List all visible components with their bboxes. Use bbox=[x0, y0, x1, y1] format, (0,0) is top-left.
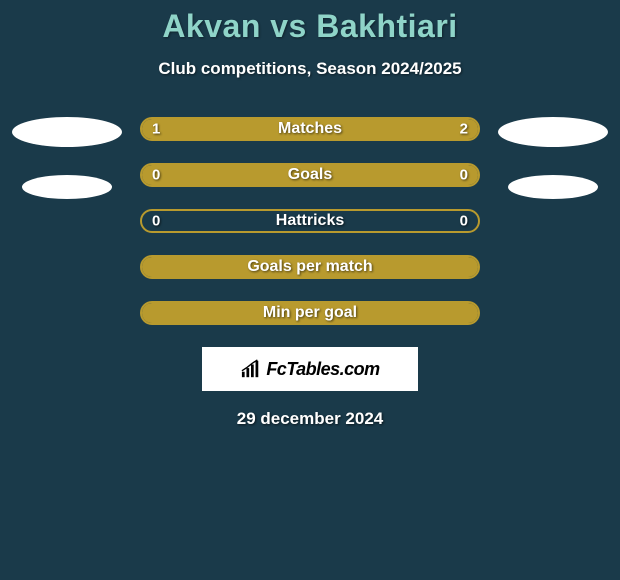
left-player-avatar bbox=[12, 117, 122, 147]
stat-label: Hattricks bbox=[276, 212, 344, 230]
left-player-badge bbox=[22, 175, 112, 199]
stat-value-right: 0 bbox=[460, 213, 468, 230]
stat-label: Min per goal bbox=[263, 304, 357, 322]
logo-text: FcTables.com bbox=[266, 359, 379, 380]
stat-label: Matches bbox=[278, 120, 342, 138]
right-player-avatar bbox=[498, 117, 608, 147]
stat-bar-matches: 1 Matches 2 bbox=[140, 117, 480, 141]
comparison-infographic: Akvan vs Bakhtiari Club competitions, Se… bbox=[0, 0, 620, 429]
stat-bar-goals: 0 Goals 0 bbox=[140, 163, 480, 187]
stat-value-right: 0 bbox=[460, 167, 468, 184]
left-player-col bbox=[12, 117, 122, 199]
right-player-col bbox=[498, 117, 608, 199]
stat-label: Goals bbox=[288, 166, 332, 184]
logo-box: FcTables.com bbox=[202, 347, 418, 391]
stat-bar-min-per-goal: Min per goal bbox=[140, 301, 480, 325]
stat-label: Goals per match bbox=[247, 258, 372, 276]
stat-bar-goals-per-match: Goals per match bbox=[140, 255, 480, 279]
stats-bars: 1 Matches 2 0 Goals 0 0 Hattricks 0 Go bbox=[140, 117, 480, 325]
stat-value-right: 2 bbox=[460, 121, 468, 138]
chart-icon bbox=[240, 359, 262, 379]
right-player-badge bbox=[508, 175, 598, 199]
page-title: Akvan vs Bakhtiari bbox=[0, 8, 620, 45]
stat-value-left: 0 bbox=[152, 167, 160, 184]
stat-bar-hattricks: 0 Hattricks 0 bbox=[140, 209, 480, 233]
subtitle: Club competitions, Season 2024/2025 bbox=[0, 59, 620, 79]
stat-value-left: 0 bbox=[152, 213, 160, 230]
stat-value-left: 1 bbox=[152, 121, 160, 138]
date: 29 december 2024 bbox=[0, 409, 620, 429]
main-row: 1 Matches 2 0 Goals 0 0 Hattricks 0 Go bbox=[0, 117, 620, 325]
